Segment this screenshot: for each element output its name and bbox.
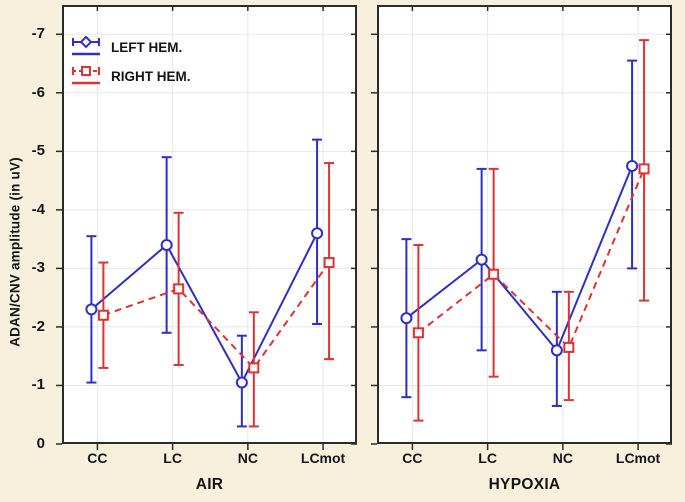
panel-title-air: AIR <box>195 476 224 493</box>
data-point-marker <box>638 163 650 175</box>
x-tick-label-cc: CC <box>402 450 423 466</box>
x-tick-label-lc: LC <box>478 450 497 466</box>
data-point-marker <box>475 253 488 266</box>
data-point-marker <box>550 344 563 357</box>
panel-air-plot <box>56 5 357 450</box>
x-tick-label-lc: LC <box>163 450 182 466</box>
legend: LEFT HEM. RIGHT HEM. <box>70 34 191 90</box>
panel-air: CC LC NC LCmot AIR <box>56 0 357 502</box>
legend-item-right-hem: RIGHT HEM. <box>70 63 191 90</box>
data-point-marker <box>563 341 575 353</box>
series-line-right-hem <box>103 261 330 370</box>
panel-hypoxia: CC LC NC LCmot HYPOXIA <box>371 0 672 502</box>
legend-label-left-hem: LEFT HEM. <box>111 40 183 55</box>
x-tick-label-nc: NC <box>552 450 573 466</box>
data-point-marker <box>173 283 185 295</box>
plot-frame <box>62 5 357 444</box>
y-tick-label: -6 <box>31 83 45 101</box>
x-tick-label-nc: NC <box>237 450 258 466</box>
data-point-marker <box>311 227 324 240</box>
data-point-marker <box>97 309 109 321</box>
data-point-marker <box>235 376 248 389</box>
y-tick-label: -7 <box>31 25 45 43</box>
data-point-marker <box>85 303 98 316</box>
x-tick-label-lcmot: LCmot <box>615 450 661 466</box>
data-point-marker <box>626 159 639 172</box>
y-tick-label: -5 <box>31 142 45 160</box>
x-tick-label-cc: CC <box>87 450 108 466</box>
series-line-right-hem <box>417 168 645 350</box>
y-tick-label: -1 <box>31 376 45 394</box>
y-tick-label: -2 <box>31 317 45 335</box>
data-point-marker <box>323 257 335 269</box>
y-tick-label: -3 <box>31 259 45 277</box>
plot-frame <box>377 5 672 444</box>
y-tick-label: -4 <box>31 200 45 218</box>
panel-hypoxia-plot <box>371 5 672 450</box>
plot-area <box>62 5 357 444</box>
legend-item-left-hem: LEFT HEM. <box>70 34 191 61</box>
data-point-marker <box>400 312 413 325</box>
y-tick-label: 0 <box>36 435 45 452</box>
data-point-marker <box>248 362 260 374</box>
legend-label-right-hem: RIGHT HEM. <box>111 69 191 84</box>
right-hem-legend-glyph-icon <box>72 65 100 84</box>
data-point-marker <box>488 268 500 280</box>
series-line-left-hem <box>90 232 318 385</box>
left-hem-legend-glyph-icon <box>72 35 100 55</box>
data-point-marker <box>412 327 424 339</box>
plot-area <box>377 5 672 444</box>
y-axis-tick-labels: 0 -1 -2 -3 -4 -5 -6 -7 <box>0 0 52 502</box>
data-point-marker <box>160 238 173 251</box>
panel-title-hypoxia: HYPOXIA <box>488 476 561 493</box>
series-line-left-hem <box>405 165 634 353</box>
x-tick-label-lcmot: LCmot <box>300 450 346 466</box>
